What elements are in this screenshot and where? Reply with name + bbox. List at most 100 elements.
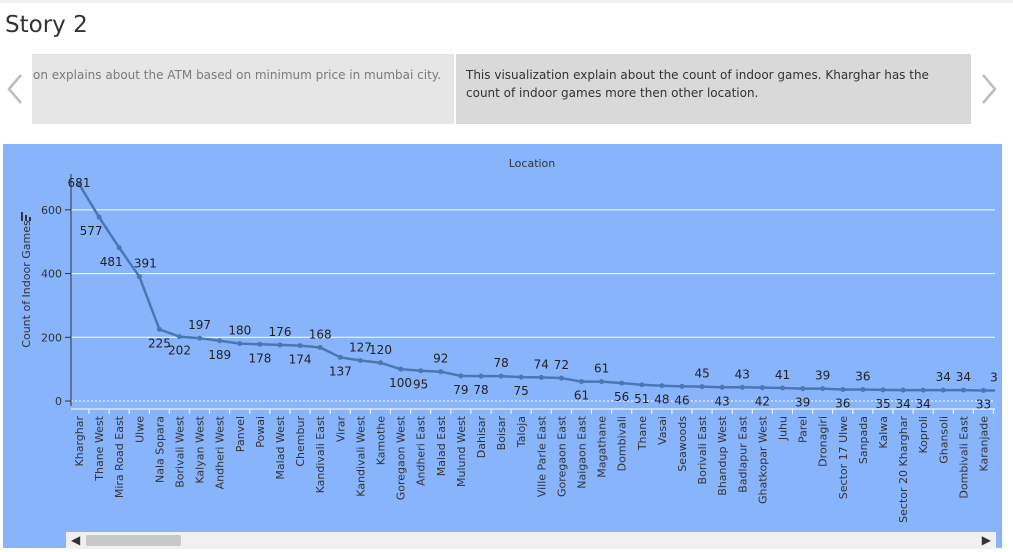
- data-label: 34: [895, 397, 910, 411]
- chevron-right-icon[interactable]: [977, 72, 999, 106]
- data-label: 41: [775, 368, 790, 382]
- x-tick-label: Mulund West: [455, 415, 468, 487]
- data-point[interactable]: [317, 344, 323, 350]
- x-tick-label: Goregaon East: [555, 415, 568, 497]
- x-tick-label: Dombivali East: [957, 415, 970, 498]
- data-point[interactable]: [860, 387, 866, 393]
- data-point[interactable]: [840, 387, 846, 393]
- line-chart: Location Count of Indoor Games 0 200 400 60…: [20, 157, 998, 523]
- data-point[interactable]: [639, 382, 645, 388]
- x-tick-label: Badlapur East: [736, 415, 749, 492]
- data-point[interactable]: [337, 354, 343, 360]
- x-tick-label: Ghatkopar West: [756, 415, 769, 504]
- data-label: 120: [369, 343, 392, 357]
- x-tick-label: Kharghar: [73, 416, 86, 467]
- chart-area: Location Count of Indoor Games 0 200 400 60…: [3, 144, 1002, 548]
- data-point[interactable]: [418, 368, 424, 374]
- chevron-left-icon[interactable]: [5, 72, 27, 106]
- x-tick-label: Borivali East: [696, 415, 709, 484]
- data-label: 74: [534, 357, 549, 371]
- y-axis: 0 200 400 600: [41, 174, 995, 410]
- x-tick-label: Sector 20 Kharghar: [897, 416, 910, 523]
- x-tick-label: Boisar: [495, 416, 508, 451]
- data-point[interactable]: [116, 245, 122, 251]
- series-line[interactable]: [76, 181, 996, 393]
- data-label: 92: [433, 352, 448, 366]
- data-point[interactable]: [156, 326, 162, 332]
- data-label: 79: [453, 383, 468, 397]
- data-point[interactable]: [136, 273, 142, 279]
- data-point[interactable]: [558, 375, 564, 381]
- data-point[interactable]: [96, 214, 102, 220]
- data-label: 34: [956, 370, 971, 384]
- horizontal-scrollbar[interactable]: ◀ ▶: [66, 532, 996, 549]
- data-point[interactable]: [538, 374, 544, 380]
- data-point[interactable]: [378, 360, 383, 366]
- data-label: 189: [208, 348, 231, 362]
- caret-right-icon[interactable]: ▶: [981, 533, 991, 547]
- bar-chart-icon[interactable]: [20, 210, 32, 222]
- data-label: 39: [795, 396, 810, 410]
- x-tick-label: Kandivali East: [314, 415, 327, 493]
- data-point[interactable]: [759, 385, 765, 391]
- data-point[interactable]: [960, 387, 966, 393]
- data-point[interactable]: [599, 379, 605, 385]
- data-point[interactable]: [699, 384, 705, 390]
- data-label: 168: [309, 327, 332, 341]
- data-label: 33: [976, 397, 991, 411]
- data-label: 178: [248, 351, 271, 365]
- caret-left-icon[interactable]: ◀: [71, 533, 81, 547]
- data-label: 202: [168, 344, 191, 358]
- data-point[interactable]: [679, 383, 685, 389]
- data-label: 75: [514, 384, 529, 398]
- data-point[interactable]: [940, 387, 946, 393]
- data-point[interactable]: [739, 384, 745, 390]
- data-point[interactable]: [659, 383, 665, 389]
- data-point[interactable]: [478, 373, 484, 379]
- data-point[interactable]: [880, 387, 886, 393]
- data-point[interactable]: [780, 385, 785, 391]
- story-title: Story 2: [5, 12, 88, 38]
- x-tick-label: Powai: [254, 416, 267, 448]
- data-label: 36: [855, 370, 870, 384]
- data-point[interactable]: [257, 341, 263, 347]
- data-label: 100: [389, 376, 412, 390]
- data-point[interactable]: [518, 374, 524, 380]
- data-point[interactable]: [458, 373, 464, 379]
- data-point[interactable]: [619, 380, 625, 386]
- data-label: 61: [574, 389, 589, 403]
- data-point[interactable]: [920, 387, 926, 393]
- y-tick-label: 0: [55, 395, 62, 408]
- data-point[interactable]: [237, 341, 243, 347]
- data-point[interactable]: [357, 358, 363, 364]
- data-point[interactable]: [277, 342, 283, 348]
- data-label: 46: [674, 393, 689, 407]
- data-point[interactable]: [981, 387, 986, 393]
- data-point[interactable]: [197, 335, 203, 341]
- data-label: 481: [100, 255, 123, 269]
- scroll-thumb[interactable]: [86, 535, 181, 546]
- data-point[interactable]: [498, 373, 504, 379]
- story-point-current[interactable]: This visualization explain about the cou…: [456, 54, 971, 124]
- data-point[interactable]: [297, 343, 303, 349]
- x-tick-label: Koproli: [917, 416, 930, 454]
- x-tick-label: Ulwe: [133, 416, 146, 443]
- y-axis-title: Count of Indoor Games: [20, 220, 33, 348]
- data-point[interactable]: [719, 384, 725, 390]
- data-point[interactable]: [177, 334, 182, 340]
- story-point-previous[interactable]: on explains about the ATM based on minim…: [32, 54, 454, 124]
- data-point[interactable]: [800, 386, 806, 392]
- data-point[interactable]: [900, 387, 906, 393]
- data-point[interactable]: [76, 181, 82, 187]
- data-point[interactable]: [217, 338, 223, 344]
- data-point[interactable]: [438, 369, 444, 375]
- data-label: 51: [634, 392, 649, 406]
- x-tick-label: Dronagiri: [817, 416, 830, 467]
- x-tick-label: Panvel: [234, 416, 247, 452]
- data-point[interactable]: [820, 386, 826, 392]
- data-label: 34: [916, 397, 931, 411]
- data-point[interactable]: [579, 379, 584, 385]
- data-point[interactable]: [398, 366, 404, 372]
- x-tick-label: Chembur: [294, 416, 307, 467]
